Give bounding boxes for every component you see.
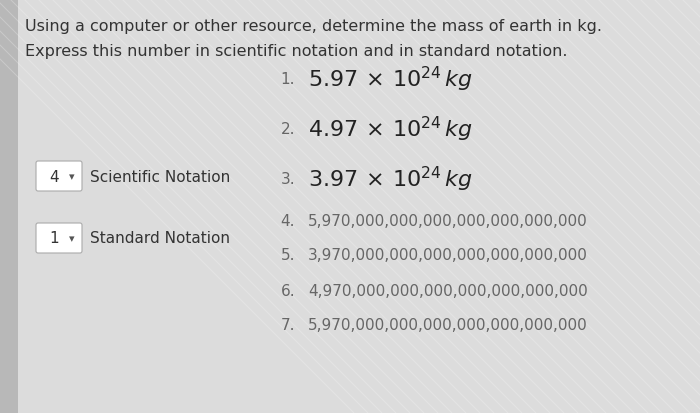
- Text: 3.: 3.: [281, 171, 295, 186]
- Text: Standard Notation: Standard Notation: [90, 231, 230, 246]
- Text: 5.: 5.: [281, 248, 295, 263]
- FancyBboxPatch shape: [36, 161, 82, 192]
- Text: 5,970,000,000,000,000,000,000,000: 5,970,000,000,000,000,000,000,000: [308, 318, 588, 333]
- Text: 7.: 7.: [281, 318, 295, 333]
- Text: ▾: ▾: [69, 233, 75, 243]
- Text: 6.: 6.: [281, 283, 295, 298]
- Text: 4.: 4.: [281, 213, 295, 228]
- Text: 1.: 1.: [281, 71, 295, 86]
- Bar: [0, 0, 18, 413]
- Text: Express this number in scientific notation and in standard notation.: Express this number in scientific notati…: [25, 44, 568, 59]
- Text: 1: 1: [49, 231, 59, 246]
- Text: ▾: ▾: [69, 171, 75, 182]
- Text: $5.97\,\times\,10^{24}\,\mathit{kg}$: $5.97\,\times\,10^{24}\,\mathit{kg}$: [308, 64, 472, 93]
- Text: Using a computer or other resource, determine the mass of earth in kg.: Using a computer or other resource, dete…: [25, 19, 602, 34]
- Text: $4.97\,\times\,10^{24}\,\mathit{kg}$: $4.97\,\times\,10^{24}\,\mathit{kg}$: [308, 114, 472, 143]
- Text: 4: 4: [49, 169, 59, 184]
- Text: Scientific Notation: Scientific Notation: [90, 169, 230, 184]
- Text: 3,970,000,000,000,000,000,000,000: 3,970,000,000,000,000,000,000,000: [308, 248, 588, 263]
- Text: 4,970,000,000,000,000,000,000,000: 4,970,000,000,000,000,000,000,000: [308, 283, 588, 298]
- FancyBboxPatch shape: [36, 223, 82, 254]
- Text: 5,970,000,000,000,000,000,000,000: 5,970,000,000,000,000,000,000,000: [308, 213, 588, 228]
- Text: 2.: 2.: [281, 121, 295, 136]
- Text: $3.97\,\times\,10^{24}\,\mathit{kg}$: $3.97\,\times\,10^{24}\,\mathit{kg}$: [308, 164, 472, 193]
